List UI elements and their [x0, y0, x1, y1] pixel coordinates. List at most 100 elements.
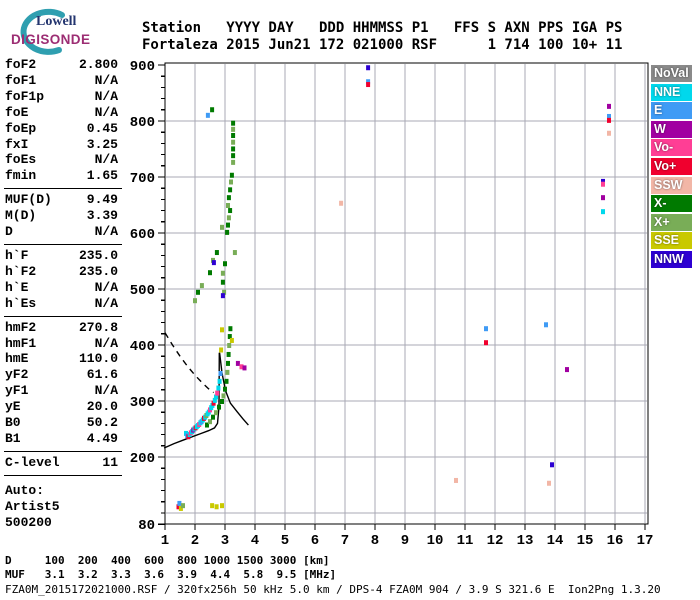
legend-item-vo: Vo+: [651, 157, 692, 175]
echo-point: [225, 229, 230, 235]
param-value: 4.49: [86, 430, 118, 446]
param-row-hf: h`F 235.0: [4, 248, 122, 264]
x-axis-tick-label: 13: [517, 533, 534, 549]
x-axis-tick-label: 9: [401, 533, 409, 549]
echo-point: [220, 503, 224, 509]
muf-scale-line: MUF 3.1 3.2 3.3 3.6 3.9 4.4 5.8 9.5 [MHz…: [5, 568, 337, 581]
echo-point: [212, 397, 217, 403]
param-value: N/A: [94, 88, 118, 104]
y-axis-tick-label: 500: [130, 283, 155, 299]
logo-arc-icon: [20, 8, 65, 55]
echo-point: [222, 289, 227, 295]
echo-point: [211, 260, 216, 266]
param-value: 235.0: [78, 263, 118, 279]
echo-point: [220, 399, 224, 404]
param-value: 270.8: [78, 319, 118, 335]
echo-point: [232, 250, 237, 256]
echo-point: [547, 480, 551, 486]
echo-point: [214, 394, 218, 400]
echo-point: [211, 414, 215, 420]
legend-item-e: E: [651, 102, 692, 120]
echo-point: [242, 365, 247, 371]
x-axis-tick-label: 4: [251, 533, 259, 549]
echo-point: [214, 250, 219, 256]
echo-point: [223, 261, 227, 267]
x-axis-tick-label: 7: [341, 533, 349, 549]
echo-point: [177, 500, 182, 506]
echo-point: [366, 82, 371, 88]
echo-point: [211, 400, 216, 406]
param-label: foF2: [5, 57, 37, 72]
echo-point: [221, 393, 226, 399]
param-row-hmf1: hmF1 N/A: [4, 336, 122, 352]
y-axis-tick-label: 80: [138, 518, 155, 534]
param-label: foF1p: [5, 88, 45, 104]
param-label: C-level: [5, 454, 60, 470]
param-value: 50.2: [86, 415, 118, 431]
param-row-fxi: fxI 3.25: [4, 137, 122, 153]
x-axis-tick-label: 2: [191, 533, 199, 549]
echo-point: [205, 112, 210, 118]
station-header: Station YYYY DAY DDD HHMMSS P1 FFS S AXN…: [142, 20, 622, 53]
echo-point: [208, 270, 212, 276]
echo-point: [226, 195, 231, 201]
param-row-hme: hmE 110.0: [4, 351, 122, 367]
param-label: B1: [5, 430, 21, 446]
param-row-clevel: C-level 11: [4, 455, 122, 471]
x-axis-tick-label: 11: [457, 533, 474, 549]
param-label: B0: [5, 415, 21, 431]
param-label: hmF2: [5, 319, 37, 335]
legend-item-noval: NoVal: [651, 65, 692, 82]
x-axis-tick-label: 12: [487, 533, 504, 549]
param-row-yf2: yF2 61.6: [4, 367, 122, 383]
param-value: N/A: [94, 72, 118, 88]
separator-line: [4, 315, 122, 317]
param-row-yf1: yF1 N/A: [4, 383, 122, 399]
legend-item-vo: Vo-: [651, 139, 692, 157]
transmission-curve: [164, 332, 215, 394]
echo-point: [231, 153, 236, 159]
y-axis-tick-label: 300: [130, 395, 155, 411]
echo-point: [231, 133, 236, 138]
echo-point: [219, 347, 224, 353]
param-row-he: h`E N/A: [4, 280, 122, 296]
param-row-d: D N/A: [4, 224, 122, 240]
echo-point: [339, 200, 344, 206]
param-label: MUF(D): [5, 192, 52, 208]
param-value: 20.0: [86, 399, 118, 415]
param-value: 3.25: [86, 136, 118, 152]
echo-point: [226, 203, 230, 208]
echo-point: [199, 283, 204, 289]
echo-point: [550, 462, 554, 468]
param-value: 0.45: [86, 120, 118, 136]
true-height-profile: [163, 352, 220, 449]
echo-point: [216, 385, 221, 391]
param-row-hf2: h`F2 235.0: [4, 264, 122, 280]
param-value: 2.800: [78, 57, 118, 72]
echo-point: [208, 419, 212, 425]
x-axis-tick-label: 17: [637, 533, 654, 549]
echo-point: [484, 340, 488, 346]
param-row-hmf2: hmF2 270.8: [4, 320, 122, 336]
echo-point: [601, 195, 605, 201]
legend-item-x: X+: [651, 213, 692, 231]
echo-point: [231, 159, 236, 165]
y-axis-tick-label: 200: [130, 451, 155, 467]
echo-point: [239, 364, 244, 370]
param-row-fof1p: foF1p N/A: [4, 89, 122, 105]
logo-lowell-text: Lowell: [36, 14, 77, 29]
echo-point: [226, 351, 231, 357]
x-axis-tick-label: 8: [371, 533, 379, 549]
param-value: N/A: [94, 152, 118, 168]
param-row-foep: foEp 0.45: [4, 121, 122, 137]
param-label: h`F: [5, 247, 29, 263]
echo-point: [229, 337, 234, 343]
separator-line: [4, 450, 122, 452]
echo-point: [454, 477, 458, 483]
echo-point: [228, 187, 233, 193]
param-row-mufd: MUF(D) 9.49: [4, 192, 122, 208]
echo-point: [226, 222, 230, 228]
legend-item-nne: NNE: [651, 83, 692, 101]
param-value: N/A: [94, 224, 118, 240]
